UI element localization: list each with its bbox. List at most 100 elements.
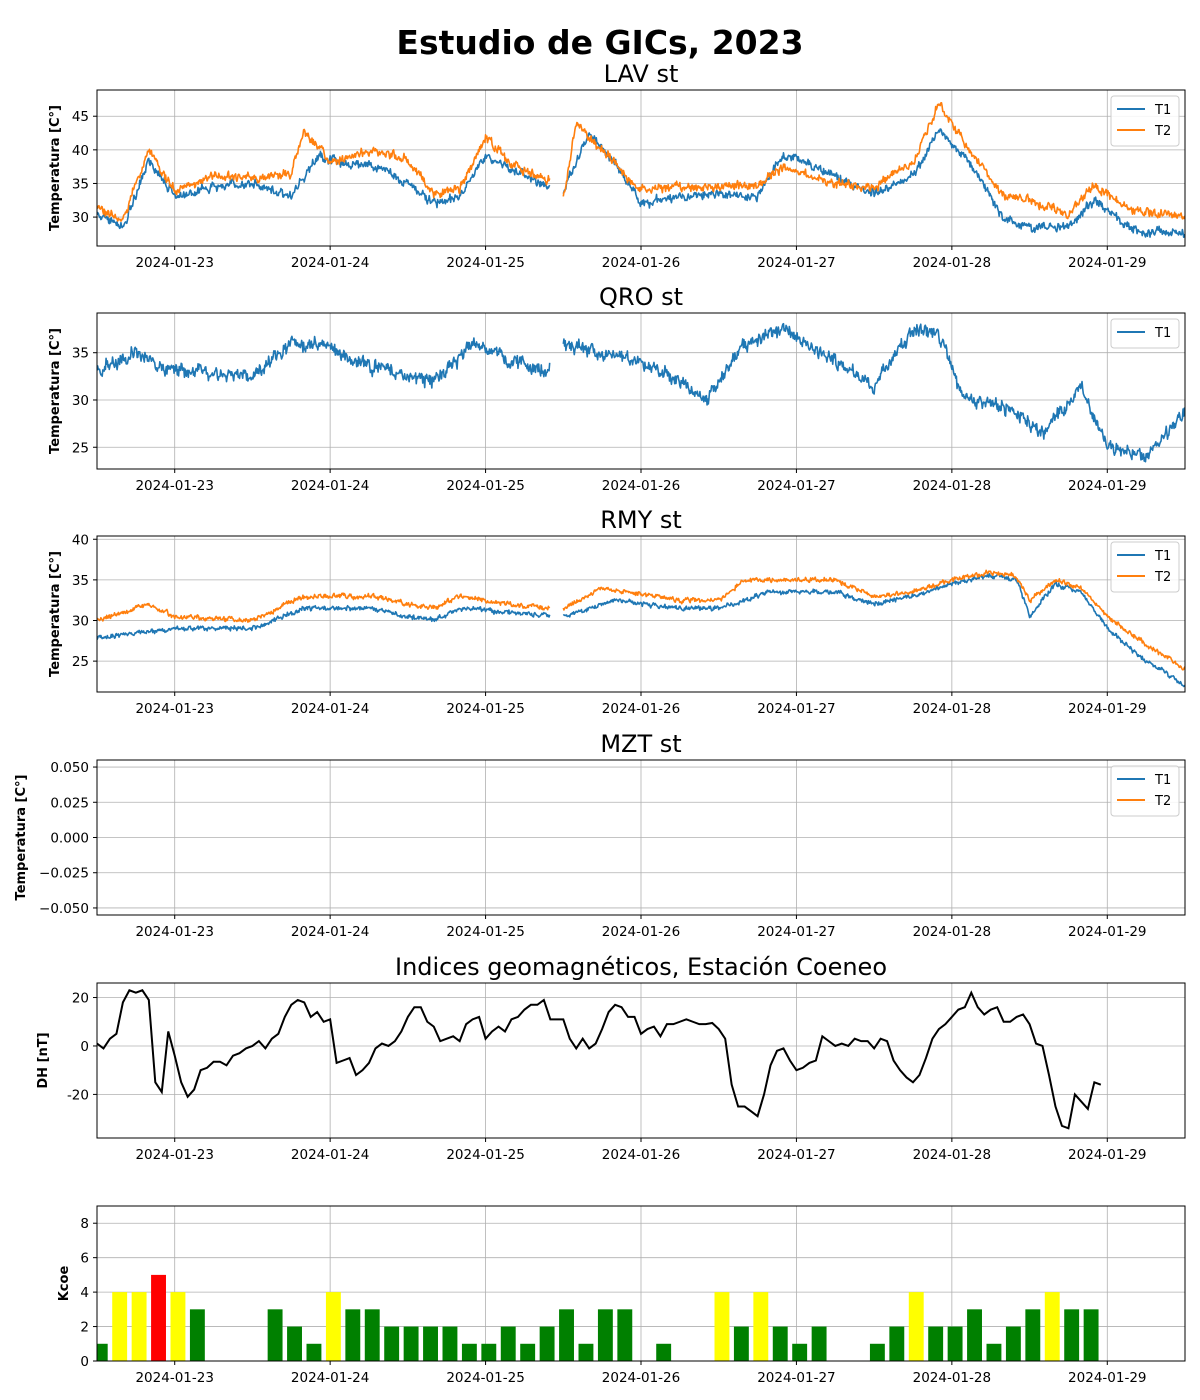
k-bar: [1064, 1309, 1080, 1361]
x-tick-label: 2024-01-27: [757, 1370, 835, 1386]
x-tick-label: 2024-01-26: [602, 924, 680, 940]
k-bar: [792, 1343, 808, 1361]
k-bar: [306, 1343, 322, 1361]
y-tick-label: 35: [72, 573, 89, 589]
k-bar: [986, 1343, 1002, 1361]
y-tick-label: 2: [80, 1320, 89, 1336]
chart-title: RMY st: [600, 506, 682, 534]
k-bar: [461, 1343, 477, 1361]
y-tick-label: 4: [80, 1285, 89, 1301]
k-bar: [578, 1343, 594, 1361]
x-tick-label: 2024-01-28: [913, 255, 991, 271]
k-bar: [753, 1292, 769, 1361]
y-axis-label: Kcoe: [57, 1266, 72, 1302]
k-bar: [597, 1309, 613, 1361]
k-bar: [908, 1292, 924, 1361]
k-bar: [869, 1343, 885, 1361]
k-bar: [733, 1326, 749, 1361]
series-t2-line: [97, 569, 1185, 671]
x-tick-label: 2024-01-25: [446, 478, 524, 494]
legend-label-t2: T2: [1154, 124, 1171, 139]
y-tick-label: 30: [72, 210, 89, 226]
x-tick-label: 2024-01-23: [135, 701, 213, 717]
x-tick-label: 2024-01-29: [1068, 924, 1146, 940]
k-bar: [947, 1326, 963, 1361]
x-tick-label: 2024-01-28: [913, 478, 991, 494]
k-bar: [559, 1309, 574, 1361]
y-tick-label: 0.000: [50, 831, 89, 847]
chart-title: QRO st: [599, 283, 683, 311]
x-tick-label: 2024-01-25: [446, 1147, 524, 1163]
chart-title: LAV st: [604, 60, 679, 88]
x-tick-label: 2024-01-28: [913, 1370, 991, 1386]
y-tick-label: 20: [72, 991, 89, 1007]
series-t2-line: [97, 101, 1185, 222]
series-t1-line: [97, 322, 1185, 463]
legend-label-t2: T2: [1154, 794, 1171, 809]
y-tick-label: 45: [72, 109, 89, 125]
x-tick-label: 2024-01-27: [757, 924, 835, 940]
chart-mzt-st: 2024-01-23 2024-01-24 2024-01-25 2024-01-26…: [14, 730, 1186, 940]
legend-label-t1: T1: [1154, 326, 1171, 341]
x-tick-label: 2024-01-28: [913, 924, 991, 940]
k-bar: [481, 1343, 497, 1361]
y-tick-label: 8: [80, 1216, 89, 1232]
plot-area: [97, 989, 1102, 1130]
plot-area: [97, 1274, 1099, 1361]
y-tick-label: 0: [80, 1039, 89, 1055]
k-bar: [189, 1309, 205, 1361]
k-bar: [967, 1309, 982, 1361]
k-bar: [325, 1292, 341, 1361]
series-t1-line: [97, 573, 1185, 688]
y-tick-label: 6: [80, 1251, 89, 1267]
legend-box: [1110, 318, 1180, 349]
x-tick-label: 2024-01-27: [757, 478, 835, 494]
k-bar: [889, 1326, 905, 1361]
plot-area: [97, 322, 1185, 463]
x-tick-label: 2024-01-29: [1068, 255, 1146, 271]
y-tick-label: 40: [72, 532, 89, 548]
y-tick-label: 35: [72, 346, 89, 362]
k-bar: [384, 1326, 400, 1361]
y-tick-label: 25: [72, 654, 89, 670]
y-tick-label: 0: [80, 1354, 89, 1370]
y-axis-label: Temperatura [C°]: [48, 105, 63, 231]
k-bar: [500, 1326, 516, 1361]
chart-indices-geomagneticos-estacion-coeneo: 2024-01-23 2024-01-24 2024-01-25 2024-01-26…: [36, 953, 1186, 1163]
x-tick-label: 2024-01-29: [1068, 1370, 1146, 1386]
x-tick-label: 2024-01-24: [291, 255, 369, 271]
k-bar: [1044, 1292, 1060, 1361]
k-bar: [811, 1326, 827, 1361]
y-tick-label: −0.050: [39, 901, 89, 917]
chart-rmy-st: 2024-01-23 2024-01-24 2024-01-25 2024-01-26…: [48, 506, 1186, 717]
chart-lav-st: 2024-01-23 2024-01-24 2024-01-25 2024-01-26…: [48, 60, 1186, 271]
chart-panel-5: 2024-01-23 2024-01-24 2024-01-25 2024-01-26…: [57, 1205, 1186, 1386]
x-tick-label: 2024-01-28: [913, 701, 991, 717]
x-tick-label: 2024-01-24: [291, 1370, 369, 1386]
chart-qro-st: 2024-01-23 2024-01-24 2024-01-25 2024-01-26…: [48, 283, 1186, 494]
k-bar: [423, 1326, 438, 1361]
k-bar: [442, 1326, 458, 1361]
y-tick-label: 0.025: [50, 795, 89, 811]
x-tick-label: 2024-01-28: [913, 1147, 991, 1163]
k-bar: [287, 1326, 302, 1361]
legend-label-t1: T1: [1154, 773, 1171, 788]
k-bar: [539, 1326, 555, 1361]
x-tick-label: 2024-01-24: [291, 924, 369, 940]
x-tick-label: 2024-01-25: [446, 1370, 524, 1386]
k-bar: [928, 1326, 944, 1361]
k-bar: [131, 1292, 147, 1361]
x-tick-label: 2024-01-27: [757, 255, 835, 271]
x-tick-label: 2024-01-25: [446, 701, 524, 717]
y-tick-label: 30: [72, 614, 89, 630]
k-bar: [656, 1343, 672, 1361]
k-bar: [112, 1292, 128, 1361]
chart-title: Indices geomagnéticos, Estación Coeneo: [395, 953, 887, 981]
k-bar: [97, 1343, 108, 1361]
k-bar: [403, 1326, 419, 1361]
series-dh-line: [97, 989, 1102, 1130]
legend: T1: [1110, 318, 1180, 349]
x-tick-label: 2024-01-29: [1068, 478, 1146, 494]
x-tick-label: 2024-01-26: [602, 701, 680, 717]
